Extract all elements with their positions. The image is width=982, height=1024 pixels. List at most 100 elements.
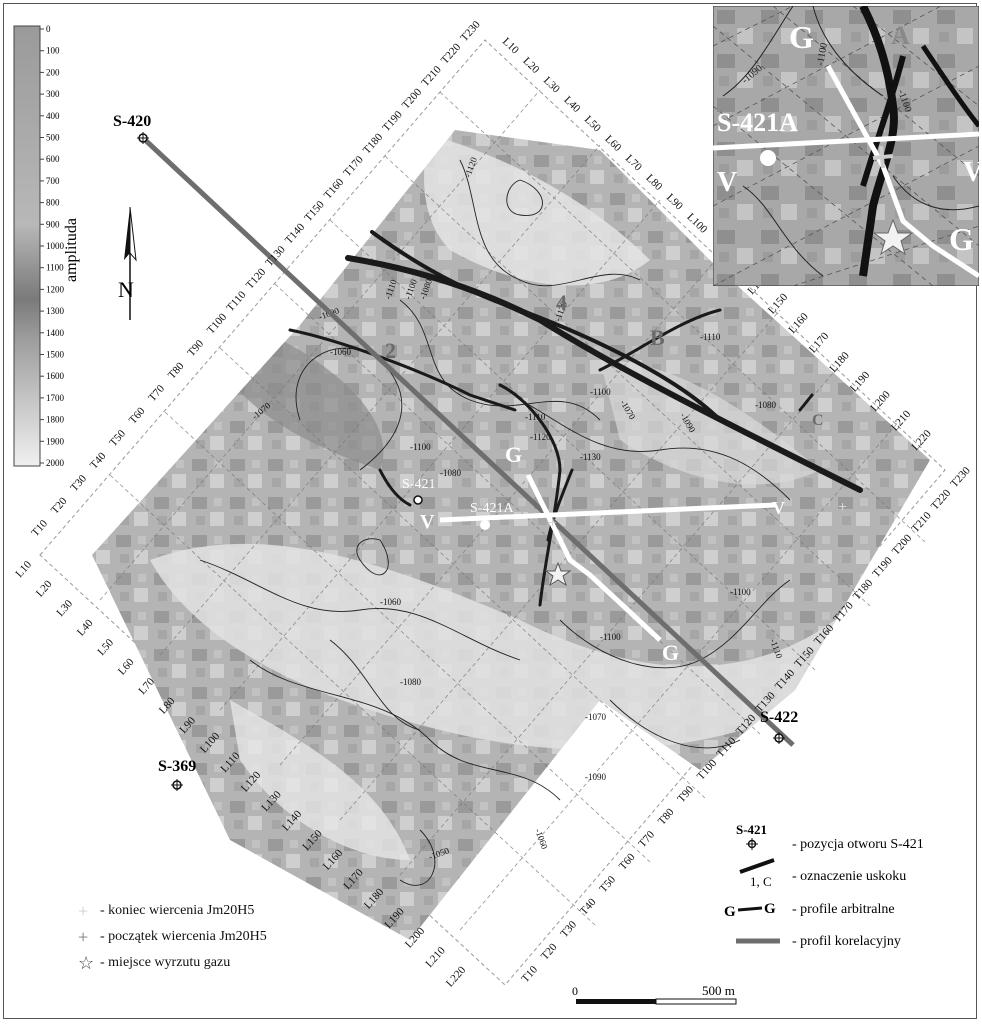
amplitude-tick-label: 1500: [46, 350, 65, 360]
grid-edge-label: L20: [520, 55, 541, 76]
grid-lines: [99, 89, 926, 931]
grid-edge-label: T10: [519, 963, 540, 985]
grid-edge-label: L70: [623, 153, 644, 174]
legend-item-drilling-end: + - koniec wiercenia Jm20H5: [78, 900, 378, 922]
north-arrow-icon: [124, 207, 130, 260]
grid-edge-label: T10: [29, 517, 50, 539]
drilling-end-icon: +: [78, 900, 89, 921]
amplitude-tick-label: 0: [46, 24, 51, 34]
well-s420-label: S-420: [113, 113, 151, 130]
fault-A: [498, 383, 562, 607]
grid-edge-label: T60: [127, 405, 148, 427]
contour-label: -1130: [580, 452, 601, 462]
fault-label-C: C: [812, 412, 824, 429]
amplitude-tick-label: 1000: [46, 241, 65, 251]
well-s422: S-422: [760, 709, 798, 744]
contour-label: -1120: [530, 432, 551, 442]
fault-main: [345, 255, 863, 493]
grid-edge-label: T140: [283, 221, 308, 247]
grid-edge-label: T30: [68, 472, 89, 494]
grid-edge-label: T60: [617, 851, 638, 873]
grid-edge-label: L50: [95, 636, 116, 658]
drilling-end-cross-icon: +: [838, 499, 847, 516]
amplitude-tick-label: 400: [46, 111, 60, 121]
inset-profile-g: [825, 64, 979, 279]
contour-label: -1100: [730, 587, 751, 597]
grid-edge-label: L40: [561, 94, 582, 115]
grid-edge-label: L210: [423, 944, 448, 970]
contour-lines: [199, 159, 791, 886]
amplitude-tick-label: 2000: [46, 458, 65, 468]
grid-edge-label: L220: [909, 427, 934, 453]
legend-fault-text: - oznaczenie uskoku: [792, 869, 906, 884]
grid-edge-label: L50: [582, 114, 603, 135]
profile-v-v: [439, 502, 776, 523]
grid-edge-label: L100: [684, 211, 709, 236]
scale-bar: 0 500 m: [572, 985, 737, 1005]
north-label: N: [118, 277, 134, 302]
grid-edge-label: T230: [948, 464, 973, 490]
north-arrow: N: [118, 206, 137, 320]
grid-edge-label: T180: [361, 131, 386, 157]
inset-g-top-label: G: [789, 19, 814, 55]
well-s421-label: S-421: [402, 477, 435, 492]
grid-edge-label: T20: [539, 941, 560, 963]
amplitude-colorbar: [13, 25, 41, 467]
inset-contour-label: -1100: [815, 42, 830, 67]
amplitude-tick-label: 900: [46, 219, 60, 229]
legend-fault-label: 1, C: [750, 874, 772, 889]
amplitude-scale: 0 100 200 300 400 500 600 700 800 900 1000 1100 1200…: [13, 24, 80, 468]
grid-edge-label: L90: [664, 192, 685, 213]
grid-edge-label: T190: [380, 108, 405, 134]
grid-edge-label: T150: [302, 198, 327, 224]
grid-edge-label: T120: [244, 266, 269, 292]
amplitude-tick-label: 1800: [46, 415, 65, 425]
correlation-profile: [141, 136, 795, 747]
profile-g-end-label: G: [662, 640, 679, 665]
legend-well-text: - pozycja otworu S-421: [792, 837, 924, 852]
legend-item-gas-blowout: ☆ - miejsce wyrzutu gazu: [78, 952, 378, 974]
grid-edge-label: T80: [656, 806, 677, 828]
profile-v-start-label: V: [420, 511, 435, 533]
gas-blowout-star-icon: [544, 561, 572, 587]
fault-4: [370, 230, 722, 422]
grid-edge-label: L160: [786, 310, 811, 336]
grid-edge-label: T210: [909, 509, 934, 535]
grid-edge-label: T210: [419, 63, 444, 89]
contour-label: -1080: [400, 677, 421, 687]
legend-well-label: S-421: [736, 822, 767, 837]
grid-edge-label: T50: [107, 427, 128, 449]
grid-edge-label: T230: [458, 18, 483, 44]
grid-edge-label: L30: [54, 597, 75, 619]
profile-g-start-label: G: [505, 442, 522, 467]
legend-left: + - koniec wiercenia Jm20H5 + - początek…: [78, 900, 378, 974]
amplitude-tick-label: 800: [46, 198, 60, 208]
amplitude-tick-label: 1100: [46, 263, 64, 273]
grid-edge-label: T40: [88, 450, 109, 472]
grid-edge-label: L80: [643, 172, 664, 193]
legend-label: - początek wiercenia Jm20H5: [100, 929, 267, 944]
amplitude-tick-label: 300: [46, 89, 60, 99]
grid-edge-label: T170: [341, 153, 366, 179]
amplitude-tick-label: 1400: [46, 328, 65, 338]
inset-map: -1090 -1100 -1100 A G S-421A V V G: [713, 6, 979, 286]
grid-edge-label: T220: [439, 41, 464, 67]
contour-label: -1060: [533, 827, 550, 851]
drilling-start-cross-icon: +: [548, 515, 557, 532]
legend-profile-label-b: G: [764, 901, 776, 917]
contour-label: -1100: [590, 387, 611, 397]
inset-well-label: S-421A: [717, 108, 798, 137]
contour-label: -1110: [700, 332, 721, 342]
contour-label: -1100: [410, 442, 431, 452]
grid-edge-label: T200: [890, 532, 915, 558]
grid-edge-label: L10: [13, 558, 34, 580]
amplitude-tick-label: 1600: [46, 371, 65, 381]
grid-edge-label: L190: [848, 369, 873, 395]
inset-profile-v: [713, 131, 979, 151]
fault-symbol-icon: [739, 858, 775, 874]
amplitude-tick-label: 100: [46, 46, 60, 56]
grid-edge-label: L60: [602, 133, 623, 154]
profile-v-end-label: V: [772, 498, 785, 518]
amplitude-tick-label: 1700: [46, 393, 65, 403]
scale-distance-label: 500 m: [702, 985, 735, 998]
